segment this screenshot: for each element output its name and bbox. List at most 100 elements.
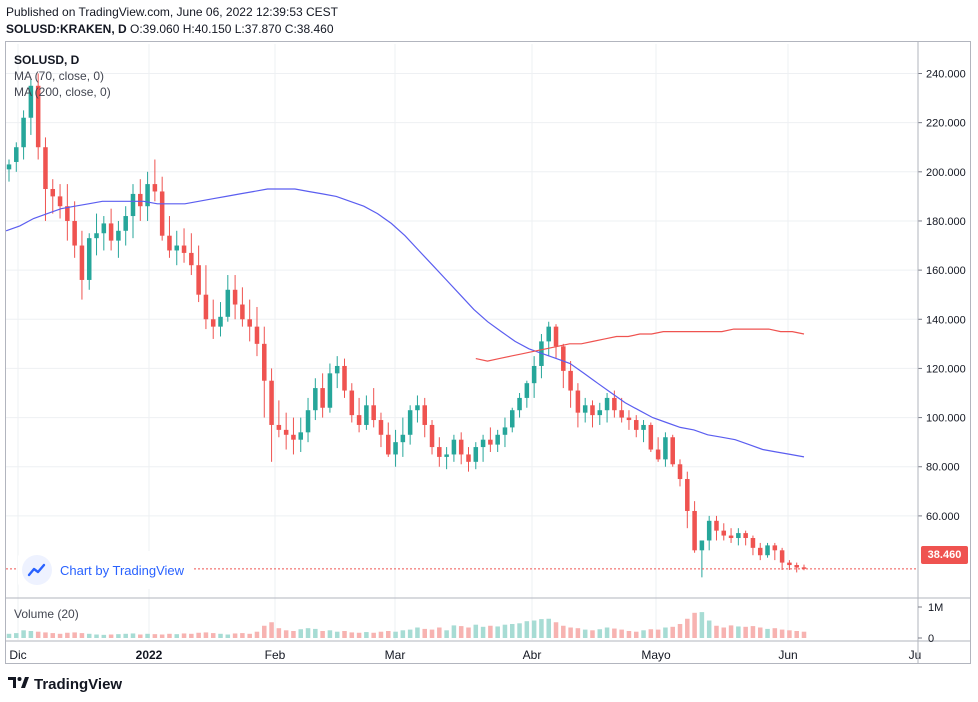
legend-symbol[interactable]: SOLUSD, D bbox=[14, 53, 80, 67]
candle-body bbox=[458, 439, 464, 455]
volume-bar bbox=[145, 633, 150, 638]
candle-body bbox=[72, 220, 77, 246]
volume-bar bbox=[174, 634, 180, 638]
x-tick-label: 2022 bbox=[136, 648, 163, 662]
candle-body bbox=[757, 547, 763, 556]
volume-bar bbox=[327, 630, 333, 638]
volume-bar bbox=[232, 633, 238, 638]
x-tick-label: Feb bbox=[265, 648, 286, 662]
candle-body bbox=[437, 447, 442, 457]
candle-body bbox=[35, 85, 41, 148]
candle-body bbox=[633, 420, 639, 430]
volume-bar bbox=[313, 628, 318, 638]
volume-bar bbox=[531, 620, 537, 638]
y-tick-label: 220.000 bbox=[926, 118, 966, 130]
candle-body bbox=[779, 550, 785, 563]
candle-body bbox=[509, 410, 515, 428]
candle-body bbox=[575, 390, 581, 413]
volume-bar bbox=[568, 627, 573, 638]
candle-body bbox=[28, 85, 34, 118]
candle-body bbox=[655, 449, 661, 460]
volume-bar bbox=[561, 625, 566, 638]
volume-bars bbox=[6, 612, 807, 638]
candle-body bbox=[670, 437, 675, 465]
candle-body bbox=[181, 245, 187, 253]
legend-ma200[interactable]: MA (200, close, 0) bbox=[14, 85, 111, 99]
x-tick-label: Ju bbox=[909, 648, 922, 662]
candle-body bbox=[604, 397, 610, 411]
chart-by-tradingview-badge[interactable]: Chart by TradingView bbox=[18, 551, 193, 589]
moving-averages bbox=[5, 188, 805, 458]
volume-bar bbox=[210, 633, 216, 638]
volume-bar bbox=[736, 626, 741, 638]
candle-body bbox=[597, 410, 603, 416]
volume-bar bbox=[779, 629, 785, 638]
candle-body bbox=[692, 510, 697, 551]
volume-bar bbox=[706, 620, 712, 638]
volume-bar bbox=[721, 627, 727, 638]
volume-bar bbox=[794, 631, 799, 638]
candle-body bbox=[320, 388, 325, 408]
candle-body bbox=[94, 233, 99, 239]
volume-bar bbox=[787, 630, 792, 638]
candle-body bbox=[6, 164, 12, 170]
candle-body bbox=[364, 405, 369, 425]
volume-bar bbox=[451, 625, 457, 638]
legend-ma70[interactable]: MA (70, close, 0) bbox=[14, 69, 105, 83]
candle-body bbox=[422, 405, 427, 425]
ohlc-values: O:39.060 H:40.150 L:37.870 C:38.460 bbox=[130, 22, 334, 36]
y-tick-label: 120.000 bbox=[926, 363, 966, 375]
volume-bar bbox=[546, 618, 551, 638]
volume-bar bbox=[189, 633, 194, 638]
candle-body bbox=[386, 434, 391, 455]
volume-bar bbox=[473, 624, 479, 638]
volume-bar bbox=[94, 634, 99, 638]
volume-bar bbox=[386, 631, 391, 638]
candle-body bbox=[407, 410, 413, 435]
candle-body bbox=[415, 405, 420, 411]
candle-body bbox=[466, 454, 471, 462]
y-tick-label: 100.000 bbox=[926, 413, 966, 425]
volume-bar bbox=[582, 629, 588, 638]
volume-bar bbox=[203, 632, 209, 638]
y-tick-label: 240.000 bbox=[926, 68, 966, 80]
volume-bar bbox=[305, 628, 311, 638]
candle-body bbox=[86, 238, 92, 280]
volume-bar bbox=[458, 626, 464, 638]
candle-body bbox=[43, 147, 48, 190]
candle-body bbox=[794, 565, 799, 568]
volume-bar bbox=[604, 627, 610, 638]
y-tick-label: 160.000 bbox=[926, 265, 966, 277]
candle-body bbox=[210, 319, 216, 327]
chart-frame[interactable] bbox=[5, 41, 971, 664]
volume-bar bbox=[159, 634, 165, 638]
x-tick-label: Dic bbox=[9, 648, 26, 662]
volume-bar bbox=[152, 634, 158, 638]
volume-bar bbox=[437, 627, 442, 638]
volume-bar bbox=[648, 629, 654, 638]
volume-bar bbox=[14, 633, 19, 638]
candle-body bbox=[305, 410, 311, 433]
candle-body bbox=[152, 184, 158, 192]
candle-body bbox=[451, 439, 457, 455]
tradingview-footer[interactable]: TradingView bbox=[8, 675, 122, 693]
volume-legend[interactable]: Volume (20) bbox=[14, 607, 79, 621]
volume-bar bbox=[225, 634, 231, 638]
volume-bar bbox=[262, 625, 267, 638]
symbol-label: SOLUSD:KRAKEN, D bbox=[6, 22, 127, 36]
y-tick-label: 140.000 bbox=[926, 314, 966, 326]
candle-body bbox=[787, 562, 792, 566]
candle-body bbox=[371, 405, 376, 421]
volume-bar bbox=[466, 627, 471, 638]
volume-bar bbox=[378, 631, 384, 638]
volume-bar bbox=[801, 631, 807, 638]
volume-bar bbox=[298, 629, 304, 638]
candle-body bbox=[276, 424, 282, 430]
ma200-line bbox=[475, 328, 805, 362]
candle-body bbox=[553, 326, 559, 347]
candle-body bbox=[189, 252, 194, 266]
candle-body bbox=[685, 479, 690, 511]
candle-body bbox=[298, 432, 304, 440]
candle-body bbox=[612, 397, 617, 411]
